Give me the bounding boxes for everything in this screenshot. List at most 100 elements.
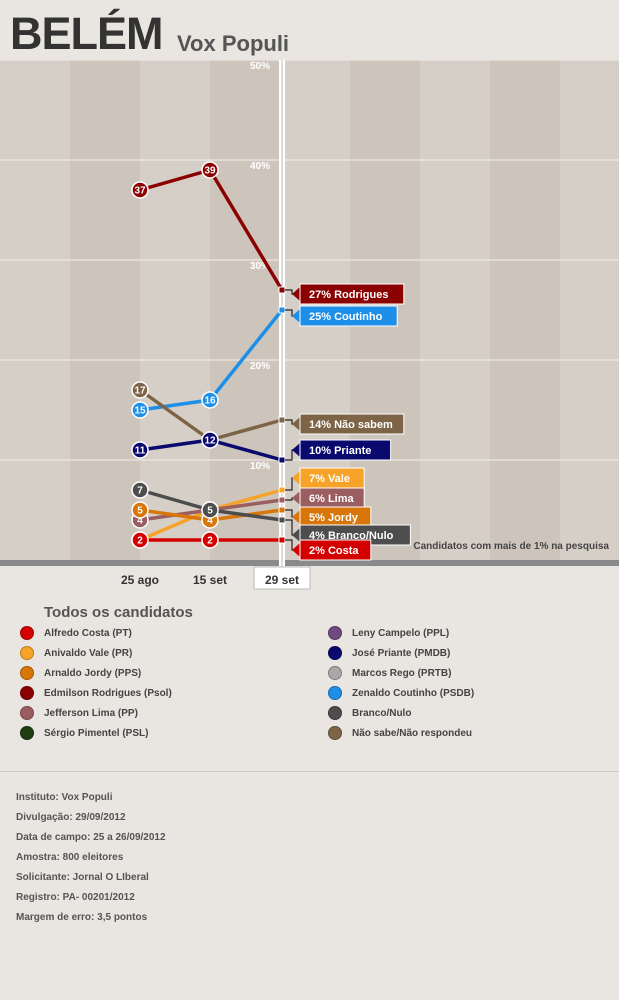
legend-item: Edmilson Rodrigues (Psol) (20, 684, 172, 702)
legend-item: Branco/Nulo (328, 704, 411, 722)
legend-dot-icon (328, 726, 342, 740)
data-point-label-branco: 5 (207, 506, 213, 517)
label-arrow-coutinho (292, 309, 300, 323)
end-marker-jordy (278, 506, 286, 514)
legend-dot-icon (20, 686, 34, 700)
info-panel: Instituto: Vox Populi Divulgação: 29/09/2… (16, 790, 166, 930)
label-arrow-lima (292, 491, 300, 505)
data-point-branco (131, 481, 149, 499)
end-label-costa: 2% Costa (309, 545, 359, 557)
data-point-rodrigues (201, 161, 219, 179)
label-arrow-priante (292, 443, 300, 457)
end-label-jordy: 5% Jordy (309, 512, 359, 524)
data-point-label-jordy: 4 (207, 516, 213, 527)
y-tick-label: 20% (250, 361, 270, 372)
data-point-label-lima: 4 (137, 516, 143, 527)
legend-label: Alfredo Costa (PT) (44, 627, 132, 639)
label-box-coutinho (299, 305, 398, 327)
legend-label: Leny Campelo (PPL) (352, 627, 450, 639)
y-tick-label: 30% (250, 261, 270, 272)
legend-label: Anivaldo Vale (PR) (44, 647, 133, 659)
end-marker-vale (278, 486, 286, 494)
legend-item: Não sabe/Não respondeu (328, 724, 472, 742)
data-point-priante (131, 441, 149, 459)
legend-item: Jefferson Lima (PP) (20, 704, 138, 722)
end-label-rodrigues: 27% Rodrigues (309, 289, 388, 301)
legend-dot-icon (328, 646, 342, 660)
legend-item: Anivaldo Vale (PR) (20, 644, 132, 662)
legend-label: José Priante (PMDB) (352, 647, 451, 659)
data-point-costa (201, 531, 219, 549)
legend-label: Não sabe/Não respondeu (352, 727, 473, 739)
legend-label: Edmilson Rodrigues (Psol) (44, 687, 172, 699)
selected-date-box (253, 566, 311, 590)
x-axis-bar (0, 560, 619, 566)
data-point-label-rodrigues: 39 (204, 166, 216, 177)
data-point-label-costa: 2 (207, 536, 213, 547)
legend-label: Arnaldo Jordy (PPS) (44, 667, 142, 679)
legend-dot-icon (328, 686, 342, 700)
legend-label: Marcos Rego (PRTB) (352, 667, 452, 679)
data-point-jordy (131, 501, 149, 519)
data-point-costa (131, 531, 149, 549)
data-point-label-naosabem: 17 (134, 386, 146, 397)
label-arrow-naosabem (292, 417, 300, 431)
data-point-label-rodrigues: 37 (134, 186, 146, 197)
end-marker-branco (278, 516, 286, 524)
end-label-branco: 4% Branco/Nulo (309, 530, 394, 542)
page-subtitle: Vox Populi (177, 31, 290, 56)
label-box-costa (299, 539, 372, 561)
legend-dot-icon (20, 706, 34, 720)
legend-dot-icon (328, 666, 342, 680)
data-point-label-coutinho: 15 (134, 406, 146, 417)
label-arrow-jordy (292, 510, 300, 524)
end-label-vale: 7% Vale (309, 473, 350, 485)
info-line: Instituto: Vox Populi (16, 792, 113, 803)
chart-note: Candidatos com mais de 1% na pesquisa (413, 541, 609, 552)
label-arrow-vale (292, 471, 300, 485)
legend-item: Zenaldo Coutinho (PSDB) (328, 684, 474, 702)
y-tick-label: 10% (250, 461, 270, 472)
data-point-coutinho (131, 401, 149, 419)
data-point-branco (201, 501, 219, 519)
legend-label: Branco/Nulo (352, 707, 412, 719)
legend-dot-icon (20, 726, 34, 740)
legend-dot-icon (20, 626, 34, 640)
info-line: Solicitante: Jornal O LIberal (16, 872, 149, 883)
legend-item: Sérgio Pimentel (PSL) (20, 724, 148, 742)
data-point-label-branco: 7 (137, 486, 143, 497)
end-label-naosabem: 14% Não sabem (309, 419, 393, 431)
plot-band (70, 60, 140, 560)
data-point-rodrigues (131, 181, 149, 199)
y-tick-label: 50% (250, 61, 270, 72)
data-point-label-jordy: 5 (137, 506, 143, 517)
end-marker-coutinho (278, 306, 286, 314)
header: BELÉM Vox Populi (0, 0, 619, 60)
end-label-lima: 6% Lima (309, 493, 355, 505)
data-point-priante (201, 431, 219, 449)
data-point-coutinho (201, 391, 219, 409)
x-tick-label: 25 ago (121, 573, 159, 587)
legend-item: Arnaldo Jordy (PPS) (20, 664, 141, 682)
end-marker-naosabem (278, 416, 286, 424)
legend-dot-icon (20, 666, 34, 680)
info-line: Registro: PA- 00201/2012 (16, 892, 135, 903)
page-title: BELÉM (10, 8, 163, 59)
legend-item: José Priante (PMDB) (328, 644, 450, 662)
data-point-label-priante: 11 (135, 446, 146, 457)
legend-title: Todos os candidatos (44, 604, 193, 621)
end-marker-costa (278, 536, 286, 544)
x-tick-label: 29 set (265, 573, 299, 587)
label-arrow-branco (292, 528, 300, 542)
legend-label: Jefferson Lima (PP) (44, 707, 138, 719)
plot-band (490, 60, 560, 560)
legend-item: Alfredo Costa (PT) (20, 624, 132, 642)
legend-dot-icon (328, 626, 342, 640)
label-arrow-rodrigues (292, 287, 300, 301)
legend-label: Zenaldo Coutinho (PSDB) (352, 687, 475, 699)
legend-item: Leny Campelo (PPL) (328, 624, 449, 642)
data-point-label-costa: 2 (137, 536, 143, 547)
data-point-label-coutinho: 16 (204, 396, 216, 407)
end-marker-lima (278, 496, 286, 504)
data-point-naosabem (131, 381, 149, 399)
